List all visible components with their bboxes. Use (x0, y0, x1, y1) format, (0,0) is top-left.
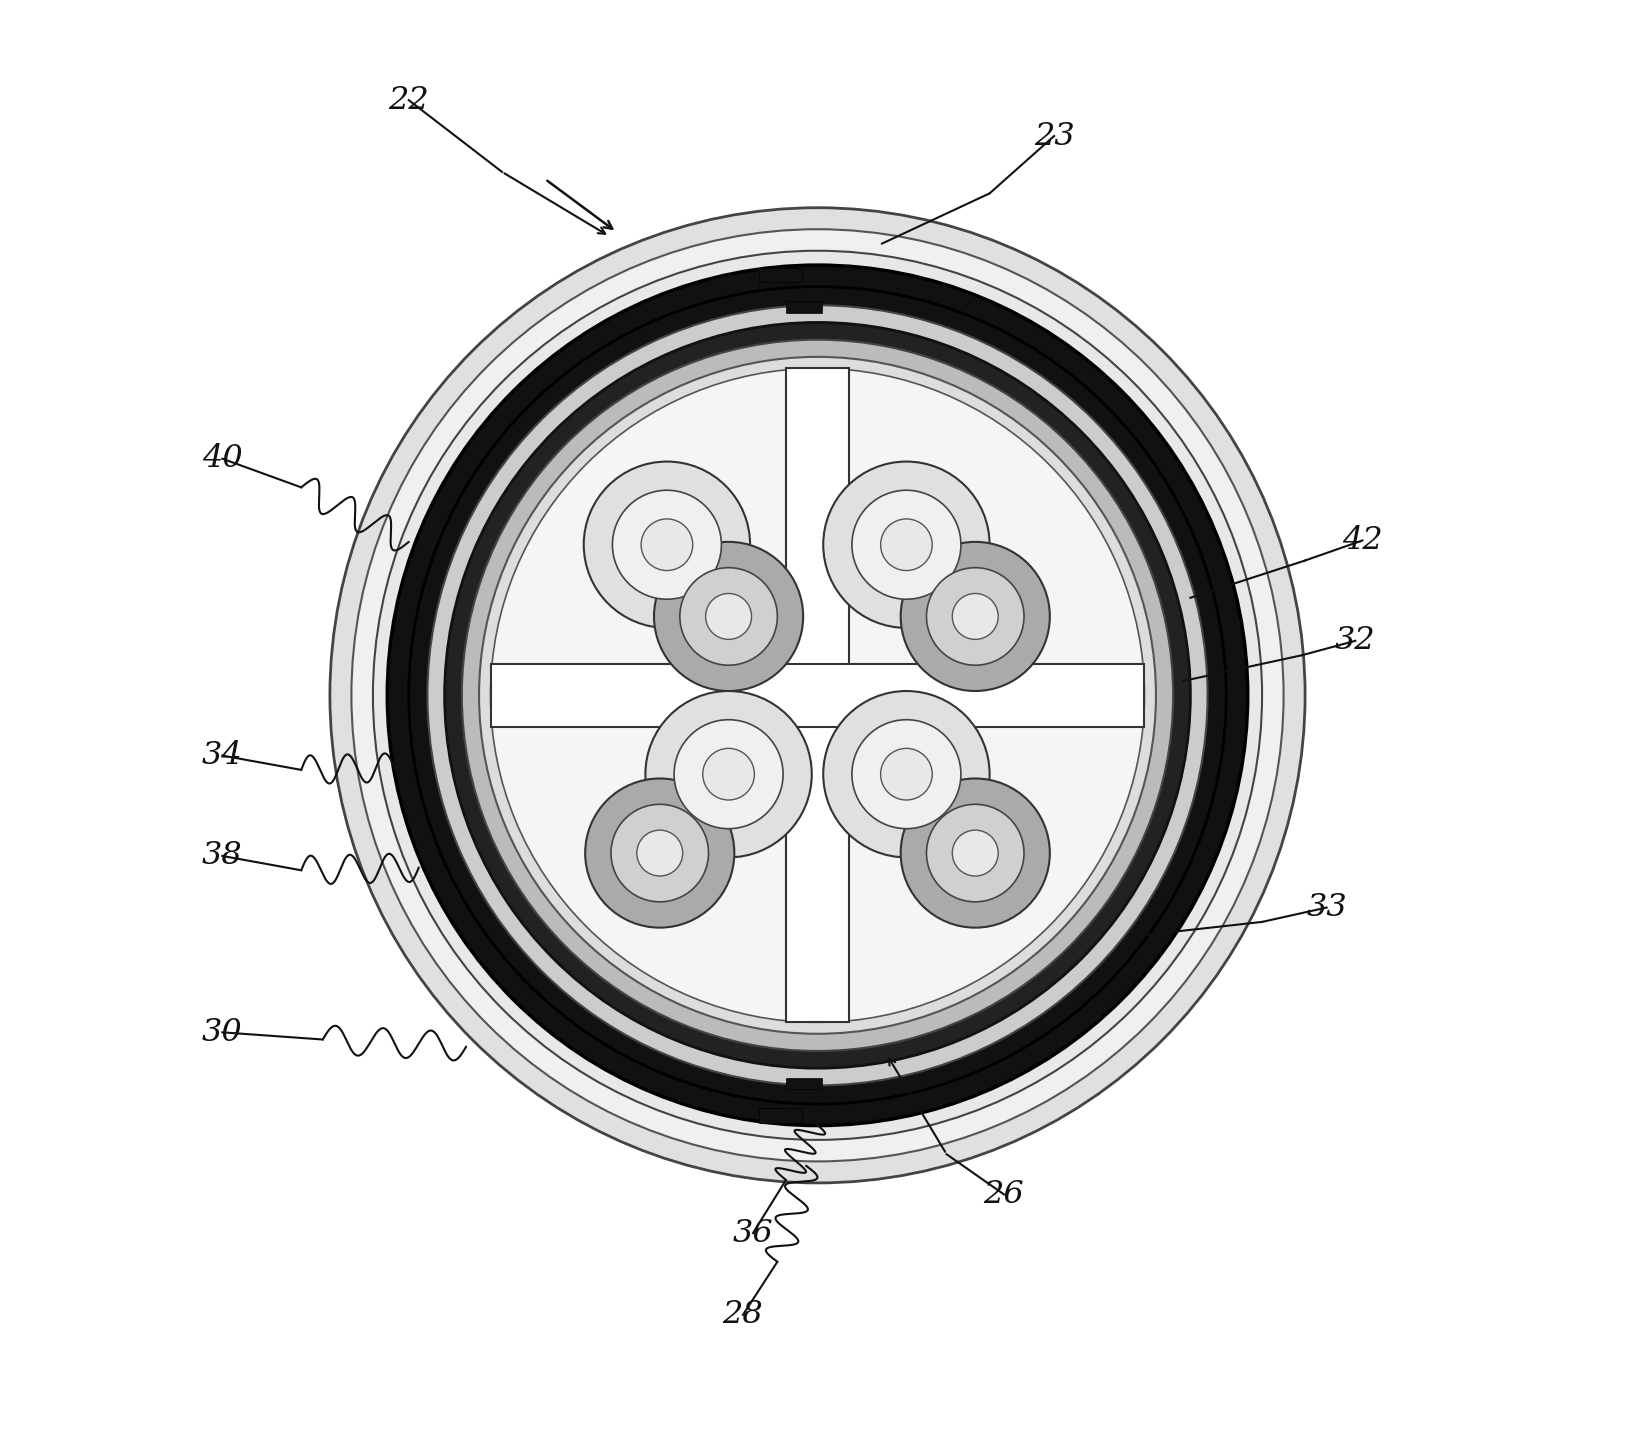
Text: 38: 38 (203, 840, 242, 872)
Circle shape (490, 368, 1144, 1022)
Circle shape (852, 720, 961, 828)
Text: 22: 22 (389, 84, 428, 116)
Circle shape (952, 594, 999, 640)
Circle shape (641, 518, 693, 571)
Circle shape (373, 251, 1262, 1140)
Bar (786, 1077, 822, 1089)
Bar (786, 368, 849, 1022)
Circle shape (824, 462, 989, 628)
Circle shape (613, 491, 721, 599)
Text: 34: 34 (203, 740, 242, 770)
Circle shape (479, 356, 1156, 1034)
Circle shape (584, 462, 750, 628)
Text: 23: 23 (1033, 120, 1074, 152)
Circle shape (901, 779, 1050, 928)
Bar (759, 1108, 803, 1122)
Circle shape (852, 491, 961, 599)
Text: 42: 42 (1342, 526, 1383, 556)
Circle shape (703, 749, 754, 799)
Circle shape (901, 542, 1050, 691)
Circle shape (706, 594, 752, 640)
Circle shape (427, 306, 1208, 1086)
Text: 36: 36 (732, 1218, 773, 1248)
Circle shape (409, 287, 1226, 1103)
Circle shape (636, 830, 683, 876)
Bar (786, 301, 822, 313)
Text: 30: 30 (203, 1016, 242, 1048)
Circle shape (461, 340, 1174, 1051)
Text: 33: 33 (1306, 892, 1347, 922)
Text: 28: 28 (723, 1299, 764, 1331)
Circle shape (654, 542, 803, 691)
Text: 40: 40 (203, 443, 242, 473)
Circle shape (352, 229, 1283, 1161)
Circle shape (445, 323, 1190, 1069)
Circle shape (680, 568, 777, 665)
Circle shape (927, 568, 1024, 665)
Circle shape (330, 207, 1305, 1183)
Circle shape (646, 691, 811, 857)
Text: 32: 32 (1334, 626, 1375, 656)
Circle shape (881, 518, 932, 571)
Circle shape (881, 749, 932, 799)
Circle shape (611, 804, 708, 902)
Circle shape (585, 779, 734, 928)
Circle shape (927, 804, 1024, 902)
Text: 26: 26 (984, 1179, 1024, 1211)
Bar (759, 268, 803, 282)
Bar (490, 663, 1144, 727)
Circle shape (674, 720, 783, 828)
Circle shape (824, 691, 989, 857)
Circle shape (952, 830, 999, 876)
Circle shape (387, 265, 1248, 1125)
